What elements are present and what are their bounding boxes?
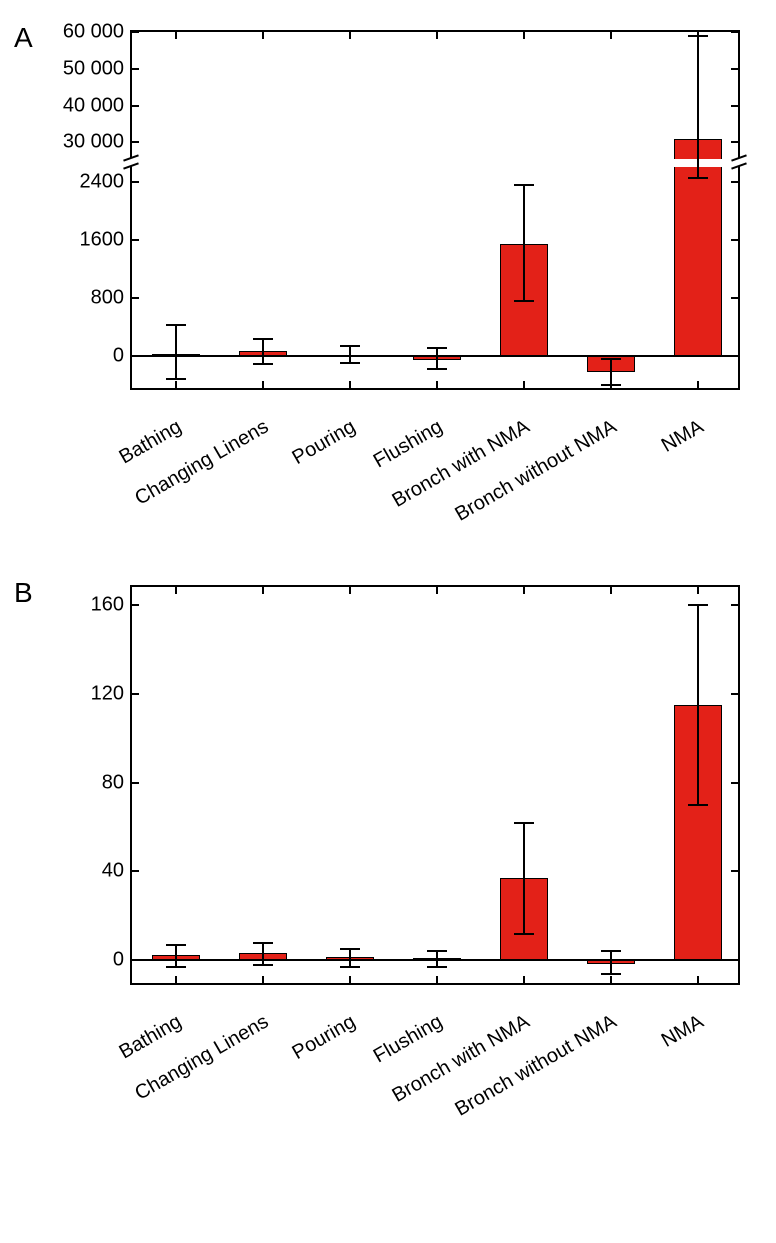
ytick-label: 1600: [80, 228, 133, 251]
ytick-label: 2400: [80, 170, 133, 193]
ytick-label: 80: [102, 771, 132, 794]
error-bar: [523, 823, 525, 934]
error-bar: [610, 951, 612, 973]
error-bar: [697, 36, 699, 178]
error-bar: [262, 339, 264, 364]
axis-break: [130, 158, 740, 166]
ytick-label: 50 000: [63, 57, 132, 80]
error-bar: [697, 605, 699, 805]
panel-b-label: B: [14, 577, 33, 609]
panel-a-plot: 08001600240030 00040 00050 00060 000Bath…: [130, 30, 740, 390]
error-bar: [436, 348, 438, 369]
panel-b: BDifference between Baseline and Procedu…: [20, 585, 756, 1120]
error-bar: [610, 359, 612, 384]
error-bar: [436, 951, 438, 967]
ytick-label: 30 000: [63, 131, 132, 154]
ytick-label: 40 000: [63, 94, 132, 117]
panel-a-label: A: [14, 22, 33, 54]
ytick-label: 40: [102, 860, 132, 883]
error-bar: [175, 945, 177, 967]
error-bar: [523, 185, 525, 300]
error-bar: [349, 346, 351, 363]
panel-b-plot: 04080120160BathingChanging LinensPouring…: [130, 585, 740, 985]
error-bar: [262, 943, 264, 965]
ytick-label: 800: [91, 286, 132, 309]
ytick-label: 160: [91, 593, 132, 616]
error-bar: [175, 325, 177, 379]
panel-a: ADifference between Baseline and Procedu…: [20, 30, 756, 525]
ytick-label: 60 000: [63, 21, 132, 44]
error-bar: [349, 949, 351, 967]
ytick-label: 0: [113, 949, 132, 972]
ytick-label: 0: [113, 344, 132, 367]
ytick-label: 120: [91, 682, 132, 705]
